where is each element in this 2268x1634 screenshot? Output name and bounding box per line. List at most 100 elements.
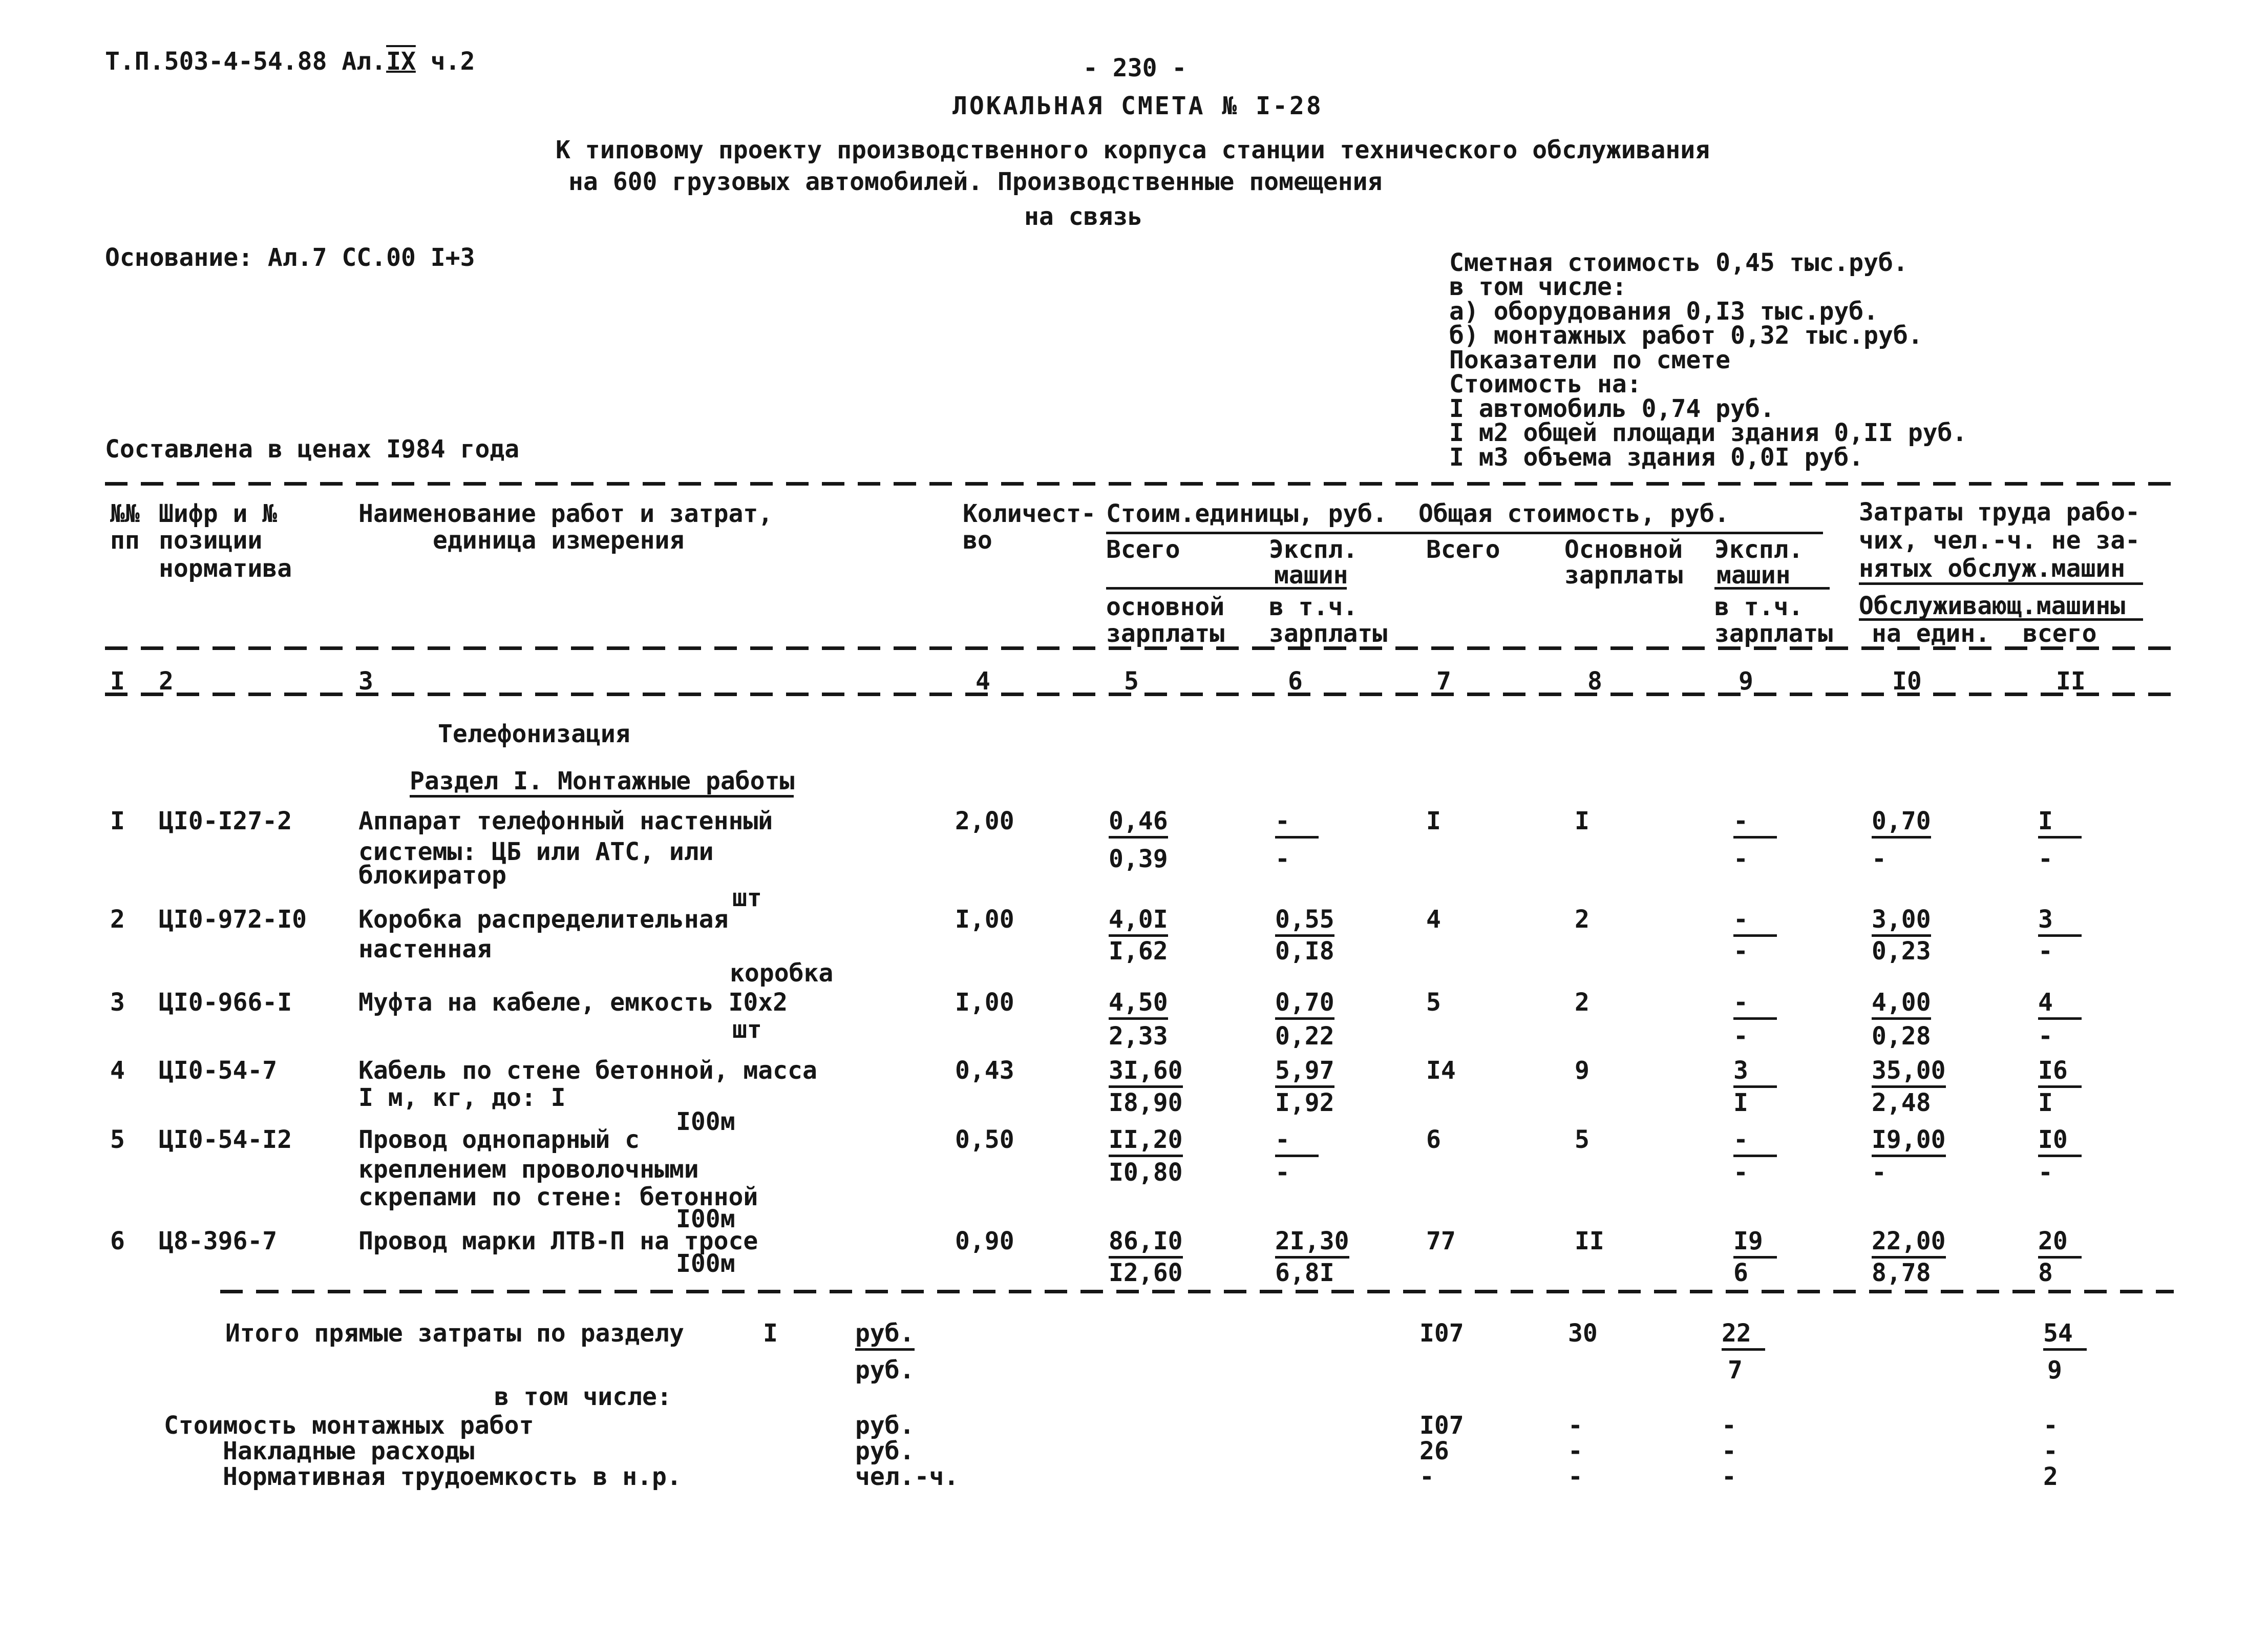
hdr-group-unit-cost: Стоим.единицы, руб. (1106, 499, 1388, 528)
table-rule-top (105, 482, 2174, 486)
hdr-col11: всего (2023, 619, 2097, 648)
row-cell: I (2038, 808, 2082, 839)
row-cell: I (2038, 1088, 2053, 1117)
totals-line-label: Стоимость монтажных работ (164, 1411, 534, 1440)
row-cell: - (1733, 1158, 1748, 1187)
row-cell: 4,0I (1109, 907, 1168, 937)
row-qty: 2,00 (955, 807, 1014, 835)
row-name: Аппарат телефонный настенный (358, 807, 773, 835)
totals-line-label: Накладные расходы (223, 1437, 475, 1465)
row-cell: 9 (1575, 1056, 1589, 1085)
hdr-col5: зарплаты (1106, 619, 1225, 648)
row-qty: 0,50 (955, 1125, 1014, 1154)
hdr-col9-underline (1714, 587, 1830, 590)
hdr-group-labor: Обслуживающ.машины (1859, 592, 2126, 620)
hdr-col6: Экспл. (1269, 535, 1358, 564)
row-cell: 5,97 (1275, 1058, 1334, 1088)
row-cell: 2,48 (1872, 1088, 1931, 1117)
col-number-1: I (110, 667, 125, 696)
cost-summary-line: Сметная стоимость 0,45 тыс.руб. (1449, 248, 1908, 277)
row-code: ЦI0-I27-2 (159, 807, 292, 835)
row-num: I (110, 807, 125, 835)
totals-cell: 7 (1728, 1356, 1743, 1385)
row-cell: 5 (1575, 1125, 1589, 1154)
totals-cell: 30 (1568, 1319, 1598, 1348)
row-cell: II,20 (1109, 1127, 1183, 1158)
table-rule-section-bottom (220, 1290, 2174, 1293)
row-cell: 20 (2038, 1228, 2082, 1259)
hdr-group-total-cost: Общая стоимость, руб. (1418, 499, 1729, 528)
totals-cell: I07 (1419, 1319, 1464, 1348)
totals-line-cell: - (1419, 1462, 1434, 1491)
row-cell: 4 (1426, 905, 1441, 934)
row-cell: I4 (1426, 1056, 1456, 1085)
row-name: системы: ЦБ или АТС, или (358, 837, 714, 866)
hdr-col4: во (963, 526, 992, 555)
row-cell: 0,70 (1275, 990, 1334, 1020)
row-name: Муфта на кабеле, емкость I0х2 (358, 988, 788, 1017)
row-cell: 0,39 (1109, 845, 1168, 873)
row-cell: 3,00 (1872, 907, 1931, 937)
table-rule-colnums (105, 693, 2174, 696)
doc-ref-suffix: ч.2 (415, 47, 475, 76)
totals-line-cell: - (1568, 1462, 1583, 1491)
doc-ref: Т.П.503-4-54.88 Ал.IX ч.2 (105, 49, 475, 74)
totals-line-unit: руб. (855, 1411, 915, 1440)
totals-unit: руб. (855, 1356, 915, 1385)
row-num: 5 (110, 1125, 125, 1154)
totals-label: Итого прямые затраты по разделу (225, 1319, 684, 1348)
row-name: Провод марки ЛТВ-П на тросе (358, 1227, 758, 1255)
row-cell: 2I,30 (1275, 1228, 1349, 1259)
col-number-11: II (2056, 667, 2086, 696)
row-name: скрепами по стене: бетонной (358, 1183, 758, 1211)
col-number-5: 5 (1124, 667, 1139, 696)
cost-summary-line: I м2 общей площади здания 0,II руб. (1449, 418, 1967, 447)
row-cell: I6 (2038, 1058, 2082, 1088)
row-cell: 8 (2038, 1259, 2053, 1287)
col-number-6: 6 (1288, 667, 1303, 696)
totals-line-cell: 26 (1419, 1437, 1449, 1465)
row-cell: - (2038, 1022, 2053, 1051)
hdr-group-labor: нятых обслуж.машин (1859, 554, 2126, 583)
col-number-8: 8 (1587, 667, 1602, 696)
row-cell: 2 (1575, 988, 1589, 1017)
row-cell: I,62 (1109, 937, 1168, 966)
hdr-col8: зарплаты (1564, 561, 1683, 590)
row-qty: 0,90 (955, 1227, 1014, 1255)
hdr-col7: Всего (1426, 535, 1500, 564)
row-qty: 0,43 (955, 1056, 1014, 1085)
totals-line-cell: - (1722, 1437, 1736, 1465)
row-name: I м, кг, до: I (358, 1083, 566, 1112)
row-unit: I00м (676, 1107, 735, 1136)
row-cell: 0,70 (1872, 808, 1931, 839)
cost-summary-line: Показатели по смете (1449, 346, 1731, 374)
row-cell: 4 (2038, 990, 2082, 1020)
row-cell: - (1733, 808, 1777, 839)
row-code: ЦI0-966-I (159, 988, 292, 1017)
hdr-col1: пп (110, 526, 140, 555)
hdr-labor-underline-1 (1859, 582, 2143, 585)
row-cell: - (1733, 1127, 1777, 1158)
row-cell: 0,28 (1872, 1022, 1931, 1051)
row-cell: I (1733, 1088, 1748, 1117)
row-cell: 5 (1426, 988, 1441, 1017)
row-cell: 2 (1575, 905, 1589, 934)
hdr-col9: зарплаты (1714, 619, 1833, 648)
doc-ref-prefix: Т.П.503-4-54.88 Ал. (105, 47, 387, 76)
row-cell: 4,00 (1872, 990, 1931, 1020)
row-cell: 4,50 (1109, 990, 1168, 1020)
totals-cell: 9 (2047, 1356, 2062, 1385)
totals-section-no: I (763, 1319, 778, 1348)
totals-line-cell: - (1722, 1411, 1736, 1440)
row-num: 3 (110, 988, 125, 1017)
row-num: 6 (110, 1227, 125, 1255)
col-number-7: 7 (1436, 667, 1451, 696)
hdr-col6: зарплаты (1269, 619, 1388, 648)
col-number-4: 4 (976, 667, 990, 696)
row-cell: - (1733, 937, 1748, 966)
section-title: Телефонизация (438, 720, 630, 748)
totals-line-cell: 2 (2043, 1462, 2058, 1491)
row-cell: - (1733, 990, 1777, 1020)
row-cell: 0,I8 (1275, 937, 1334, 966)
